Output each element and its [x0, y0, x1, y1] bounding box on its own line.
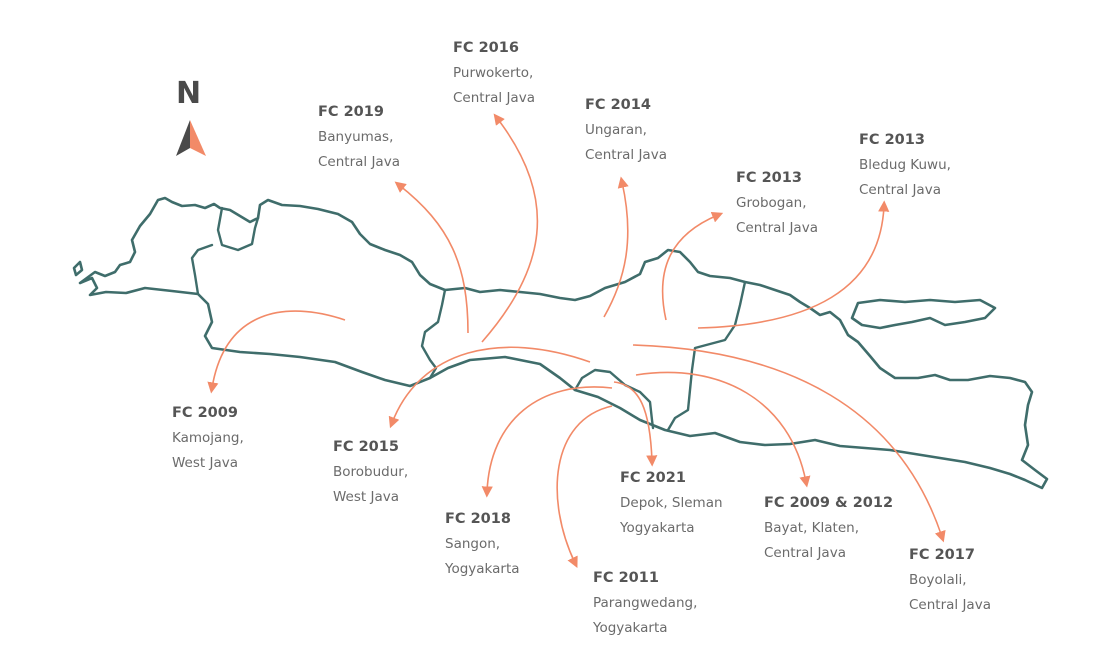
label-place: Grobogan, — [736, 195, 807, 211]
compass: N — [172, 76, 212, 162]
label-region: West Java — [333, 489, 399, 505]
west-islet — [72, 260, 84, 277]
label-region: Central Java — [585, 147, 667, 163]
label-borobudur: FC 2015 Borobudur, West Java — [333, 436, 408, 510]
label-place: Borobudur, — [333, 464, 409, 480]
label-sangon: FC 2018 Sangon, Yogyakarta — [445, 508, 520, 582]
label-year: FC 2013 — [859, 132, 925, 148]
border-west-central — [420, 288, 447, 380]
border-jakarta — [190, 243, 214, 296]
label-year: FC 2009 — [172, 405, 238, 421]
compass-needle-icon — [176, 120, 206, 156]
label-region: Central Java — [318, 154, 400, 170]
label-year: FC 2011 — [593, 570, 659, 586]
arrow-depok — [613, 381, 658, 467]
label-place: Banyumas, — [318, 129, 394, 145]
border-banten — [216, 206, 260, 252]
label-place: Sangon, — [445, 536, 501, 552]
label-place: Parangwedang, — [593, 595, 698, 611]
label-grobogan: FC 2013 Grobogan, Central Java — [736, 167, 818, 241]
label-year: FC 2021 — [620, 470, 686, 486]
label-place: Purwokerto, — [453, 65, 534, 81]
arrow-banyumas — [394, 181, 469, 334]
arrow-boyolali — [632, 344, 946, 543]
label-region: Yogyakarta — [445, 561, 520, 577]
label-place: Boyolali, — [909, 572, 967, 588]
label-bayat: FC 2009 & 2012 Bayat, Klaten, Central Ja… — [764, 492, 893, 566]
label-region: Central Java — [859, 182, 941, 198]
label-place: Ungaran, — [585, 122, 647, 138]
label-year: FC 2014 — [585, 97, 651, 113]
arrow-bayat — [635, 371, 811, 488]
arrow-kamojang — [207, 310, 346, 394]
label-purwokerto: FC 2016 Purwokerto, Central Java — [453, 37, 535, 111]
north-letter: N — [176, 76, 202, 111]
java-coastline — [78, 196, 1049, 490]
label-region: Central Java — [453, 90, 535, 106]
arrow-purwokerto — [481, 113, 539, 343]
label-region: Central Java — [764, 545, 846, 561]
arrow-parangwedang — [556, 405, 613, 569]
label-region: Yogyakarta — [593, 620, 668, 636]
label-year: FC 2013 — [736, 170, 802, 186]
arrow-borobudur — [388, 346, 591, 429]
label-region: Central Java — [736, 220, 818, 236]
arrow-bledug-kuwu — [697, 200, 890, 329]
arrow-ungaran — [603, 176, 629, 318]
label-place: Bayat, Klaten, — [764, 520, 859, 536]
label-boyolali: FC 2017 Boyolali, Central Java — [909, 544, 991, 618]
label-bledug-kuwu: FC 2013 Bledug Kuwu, Central Java — [859, 129, 951, 203]
label-banyumas: FC 2019 Banyumas, Central Java — [318, 101, 400, 175]
label-place: Bledug Kuwu, — [859, 157, 951, 173]
label-depok: FC 2021 Depok, Sleman Yogyakarta — [620, 467, 723, 541]
label-year: FC 2015 — [333, 439, 399, 455]
label-ungaran: FC 2014 Ungaran, Central Java — [585, 94, 667, 168]
label-place: Depok, Sleman — [620, 495, 723, 511]
madura-coastline — [850, 298, 997, 330]
label-year: FC 2016 — [453, 40, 519, 56]
label-kamojang: FC 2009 Kamojang, West Java — [172, 402, 244, 476]
label-place: Kamojang, — [172, 430, 244, 446]
label-year: FC 2019 — [318, 104, 384, 120]
label-region: Yogyakarta — [620, 520, 695, 536]
label-region: West Java — [172, 455, 238, 471]
arrow-sangon — [481, 386, 613, 498]
border-central-east — [666, 280, 747, 432]
label-region: Central Java — [909, 597, 991, 613]
label-year: FC 2018 — [445, 511, 511, 527]
label-parangwedang: FC 2011 Parangwedang, Yogyakarta — [593, 567, 697, 641]
label-year: FC 2017 — [909, 547, 975, 563]
label-year: FC 2009 & 2012 — [764, 495, 894, 511]
arrow-grobogan — [661, 211, 724, 321]
